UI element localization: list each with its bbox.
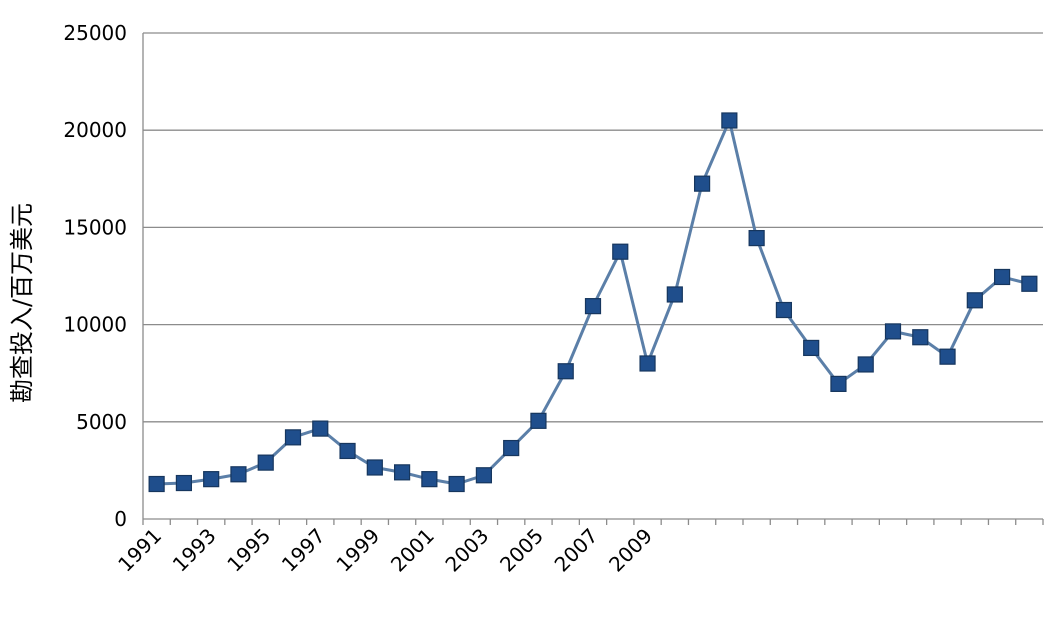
data-point-marker [148,475,165,493]
data-point-marker [639,355,656,372]
data-point-marker [557,363,574,380]
data-point-marker [175,474,193,492]
data-point-marker [884,323,902,340]
y-tick-label: 10000 [63,313,127,337]
data-point-marker [748,229,765,247]
data-point-marker [312,420,329,437]
data-point-marker [421,471,438,488]
data-point-marker [666,286,683,303]
y-tick-label: 15000 [63,215,127,239]
y-tick-label: 5000 [76,410,127,434]
y-tick-label: 20000 [63,118,127,142]
y-tick-labels: 0 5000 10000 15000 20000 25000 [63,21,127,531]
x-tick-label: 1991 [113,524,166,577]
data-point-marker [230,466,247,483]
data-point-marker [448,475,465,493]
data-point-marker [721,112,738,129]
x-tick-label: 2007 [550,524,603,577]
x-tick-label: 1993 [168,524,221,577]
data-point-marker [693,175,711,192]
data-point-marker [503,439,520,457]
grid-layer [143,32,1043,423]
data-point-marker [393,464,411,481]
data-point-marker [612,243,629,260]
data-point-marker [203,471,220,488]
data-point-marker [912,329,929,346]
x-tick-label: 1997 [277,524,330,577]
data-point-marker [475,467,493,484]
data-point-marker [939,348,956,365]
data-point-marker [830,375,847,392]
data-point-marker [1021,275,1038,292]
data-point-marker [339,442,356,460]
axis-layer [142,33,1044,525]
data-point-marker [993,268,1011,286]
x-tick-labels: 1991 1993 1995 1997 1999 2001 2003 2005 2007 2009 [113,524,657,577]
data-point-marker [530,412,547,429]
x-tick-label: 2009 [604,524,657,577]
y-axis-label: 勘查投入/百万美元 [8,203,36,403]
x-tick-label: 2005 [495,524,548,577]
x-tick-label: 1999 [331,524,384,577]
x-tick-label: 1995 [222,524,275,577]
data-point-marker [803,339,820,357]
data-point-marker [257,454,274,471]
data-point-marker [284,429,302,446]
y-tick-label: 25000 [63,21,127,45]
data-point-marker [775,301,793,319]
x-tick-label: 2003 [440,524,493,577]
data-point-marker [366,459,383,476]
marker-layer [148,112,1038,493]
x-tick-label: 2001 [386,524,439,577]
data-point-marker [966,292,983,309]
data-point-marker [857,356,874,373]
data-point-marker [584,298,602,315]
y-tick-label: 0 [114,507,127,531]
